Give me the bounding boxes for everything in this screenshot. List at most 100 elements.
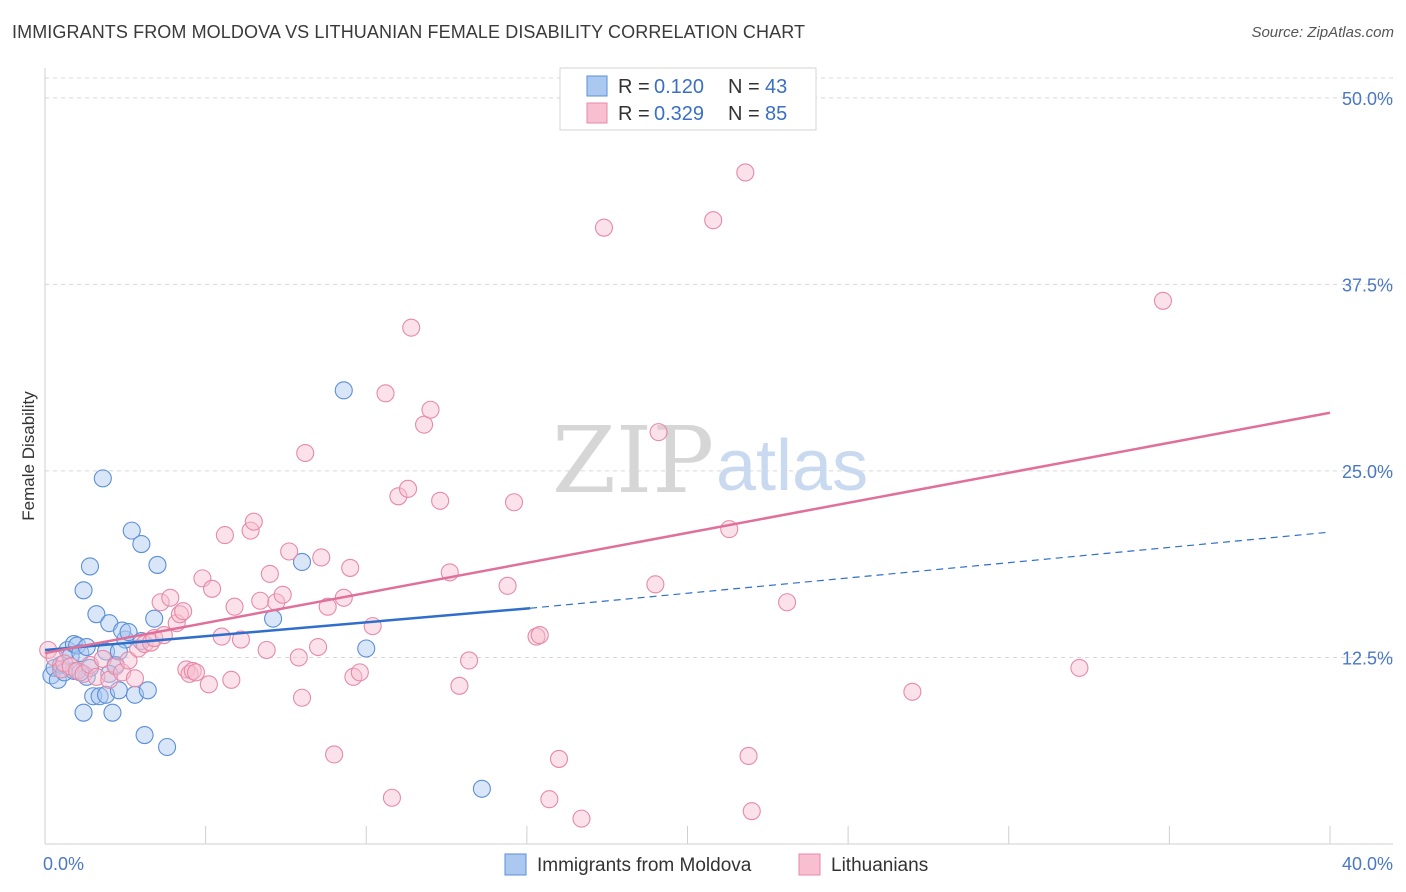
legend-n-value-2: 85 [765,103,787,125]
y-axis-tick-labels: 12.5% 25.0% 37.5% 50.0% [1342,89,1393,669]
data-point [125,669,144,688]
data-point [215,526,234,545]
data-point [296,443,315,463]
watermark-atlas: atlas [716,426,868,506]
data-point [357,639,376,658]
legend-r-label-1: R = [618,76,650,98]
data-point [742,802,761,821]
y-axis-label: Female Disability [19,391,38,521]
data-point [87,605,106,624]
data-point [649,423,668,442]
data-point [312,548,331,567]
x-tick-label-min: 0.0% [43,854,84,874]
data-point [318,597,337,616]
data-point [704,211,723,230]
data-point [325,745,344,764]
data-point [472,779,491,798]
y-tick-label: 12.5% [1342,648,1393,668]
data-point [421,400,440,419]
legend-r-value-1: 0.120 [654,76,704,98]
legend-n-label-2: N = [728,103,760,125]
data-point [504,493,524,512]
data-point [74,703,93,722]
data-point [251,591,270,610]
legend-r-label-2: R = [618,103,650,125]
stats-legend: R = 0.120 N = 43 R = 0.329 N = 85 [559,67,817,131]
data-point [334,381,353,400]
data-point [135,726,154,745]
data-point [280,542,299,561]
legend-swatch-pink [586,102,608,124]
series-lithuanians-points [39,163,1172,828]
series-legend-swatch-lithuanians [798,853,821,876]
data-point [549,749,569,768]
data-point [174,602,193,621]
data-point [527,627,546,646]
axes [44,68,1393,845]
data-point [402,318,421,337]
data-point [431,491,450,510]
y-tick-label: 25.0% [1342,462,1393,482]
watermark: ZIP atlas [552,407,868,514]
data-point [292,688,312,707]
data-point [90,687,109,706]
watermark-zip: ZIP [552,407,714,514]
data-point [459,651,479,670]
data-point [415,415,434,434]
data-point [145,609,164,628]
data-point [903,682,922,701]
data-point [572,809,591,828]
data-point [341,558,360,577]
data-point [260,564,279,583]
trend-line-moldova [44,606,531,652]
data-point [93,469,112,488]
series-legend: Immigrants from Moldova Lithuanians [504,853,928,876]
data-point [132,534,151,554]
series-legend-moldova: Immigrants from Moldova [537,855,752,876]
data-point [183,661,202,680]
data-point [1070,658,1089,677]
data-point [170,605,189,624]
x-tick-label-max: 40.0% [1342,854,1393,874]
data-point [119,651,138,670]
data-point [257,640,276,660]
data-point [309,637,328,657]
data-point [203,579,222,598]
y-tick-label: 37.5% [1342,275,1393,295]
data-point [540,790,559,809]
data-point [739,746,758,766]
legend-n-value-1: 43 [765,76,787,98]
data-point [350,663,369,682]
data-point [1153,291,1172,310]
trend-line-moldova-extension [530,531,1331,609]
series-legend-swatch-moldova [504,853,527,876]
data-point [231,630,251,649]
data-point [530,626,549,645]
data-point [498,576,517,595]
legend-n-label-1: N = [728,76,760,98]
data-point [122,521,141,540]
x-axis-tick-labels: 0.0% 40.0% [43,854,1393,874]
data-point [382,788,402,807]
data-point [778,593,797,612]
data-point [158,737,177,757]
data-point [212,627,231,646]
data-point [225,597,244,616]
data-point [222,670,241,689]
chart-source: Source: ZipAtlas.com [1251,24,1394,41]
data-point [48,670,67,689]
data-point [199,675,218,694]
data-point [151,593,170,612]
data-point [74,581,93,600]
data-point [594,218,614,237]
data-point [289,648,308,667]
data-point [292,552,312,572]
data-point [80,557,100,576]
trend-lines [44,411,1331,655]
series-moldova-points [42,381,491,798]
data-point [646,575,665,594]
series-legend-lithuanians: Lithuanians [831,855,928,876]
data-point [450,676,469,695]
trend-line-lithuanians [44,411,1331,655]
